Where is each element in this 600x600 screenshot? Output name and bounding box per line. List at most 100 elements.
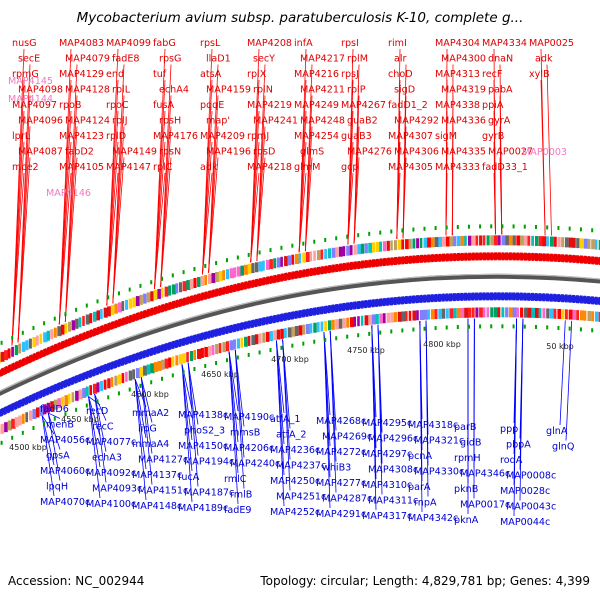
- forward-gene-arrow: [538, 253, 545, 262]
- forward-gene-arrow: [520, 252, 526, 261]
- reverse-gene-arrow: [118, 357, 125, 367]
- forward-feature-stripe: [233, 267, 237, 278]
- forward-feature-stripe: [14, 345, 19, 356]
- forward-gene-label-rpln: rplN: [253, 85, 273, 96]
- reverse-feature-stripe: [175, 355, 179, 366]
- forward-feature-stripe: [382, 241, 387, 252]
- forward-gene-label-nusg: nusG: [12, 38, 37, 49]
- forward-feature-stripe: [408, 238, 412, 249]
- reverse-gene-label-map0017c: MAP0017c: [460, 500, 510, 511]
- reverse-feature-stripe: [346, 317, 350, 328]
- reverse-gene-arrow: [22, 395, 29, 406]
- forward-feature-stripe: [276, 257, 281, 268]
- reverse-gene-arrow: [262, 316, 269, 325]
- reverse-gene-label-atfa-1: atfA_1: [270, 414, 300, 425]
- reverse-gene-arrow: [431, 293, 438, 303]
- reverse-gene-line: [134, 379, 147, 501]
- reverse-feature-stripe: [251, 335, 256, 346]
- forward-gene-label-chod: choD: [388, 69, 413, 80]
- reverse-gene-line: [140, 377, 153, 423]
- marker-tick: [346, 234, 349, 239]
- forward-gene-label-alr: alr: [394, 54, 407, 65]
- reverse-feature-stripe: [28, 410, 33, 421]
- reverse-gene-arrow: [390, 296, 397, 306]
- forward-gene-line: [402, 157, 407, 239]
- forward-feature-stripe: [244, 264, 249, 275]
- marker-tick: [215, 361, 218, 366]
- forward-feature-stripe: [150, 291, 154, 302]
- reverse-gene-line: [187, 362, 199, 456]
- reverse-gene-label-map4310c: MAP4310c: [362, 480, 412, 491]
- reverse-gene-label-rmlc: rmlC: [224, 474, 247, 485]
- forward-feature-stripe: [397, 239, 402, 250]
- forward-feature-stripe: [143, 293, 147, 304]
- forward-feature-stripe: [197, 276, 201, 287]
- forward-gene-label-sece: secE: [18, 54, 40, 65]
- reverse-feature-stripe: [430, 309, 435, 320]
- forward-feature-stripe: [445, 236, 451, 247]
- forward-gene-label-map4128: MAP4128: [65, 85, 110, 96]
- marker-tick: [501, 324, 504, 329]
- marker-tick: [75, 307, 78, 312]
- forward-gene-arrow: [561, 254, 568, 263]
- forward-gene-label-rpld: rplD: [106, 131, 126, 142]
- forward-feature-stripe: [39, 333, 43, 344]
- reverse-gene-label-menb: menB: [46, 420, 74, 431]
- reverse-gene-arrow: [158, 343, 164, 353]
- reverse-feature-stripe: [269, 331, 273, 342]
- tick-label-4600-kbp: 4600 kbp: [131, 390, 169, 399]
- reverse-feature-stripe: [382, 313, 386, 324]
- forward-feature-stripe: [401, 239, 405, 250]
- forward-gene-label-rpoc: rpoC: [106, 100, 129, 111]
- reverse-feature-stripe: [35, 407, 40, 418]
- reverse-gene-arrow: [539, 293, 546, 302]
- reverse-gene-arrow: [372, 298, 379, 308]
- reverse-gene-arrow: [550, 293, 557, 302]
- forward-gene-label-rpob: rpoB: [59, 100, 82, 111]
- reverse-feature-stripe: [467, 307, 472, 318]
- genome-summary-text: Topology: circular; Length: 4,829,781 bp…: [259, 574, 590, 588]
- reverse-gene-arrow: [446, 293, 453, 302]
- forward-gene-line: [353, 157, 360, 244]
- marker-tick: [236, 355, 239, 360]
- marker-tick: [412, 327, 415, 332]
- forward-feature-stripe: [35, 335, 39, 346]
- forward-feature-stripe: [164, 286, 169, 297]
- reverse-gene-labels: fadD6 menB MAP4056c gpsA MAP4060c lpqH MAP4070…: [40, 404, 575, 528]
- reverse-feature-stripe: [189, 351, 194, 362]
- forward-gene-line: [106, 172, 119, 306]
- forward-feature-stripe: [0, 351, 5, 362]
- forward-gene-label-map0027: MAP0027: [488, 147, 533, 158]
- reverse-gene-arrow: [299, 309, 306, 318]
- forward-feature-stripe: [572, 237, 576, 248]
- forward-gene-label-infa: infA: [294, 38, 313, 49]
- marker-tick: [335, 336, 338, 341]
- forward-feature-stripe: [364, 243, 368, 254]
- forward-feature-stripe: [117, 302, 122, 313]
- marker-tick: [96, 299, 99, 304]
- reverse-gene-arrow: [86, 369, 93, 379]
- reverse-gene-arrow: [32, 391, 39, 401]
- reverse-gene-label-map4330c: MAP4330c: [414, 467, 464, 478]
- reverse-gene-arrow: [438, 293, 445, 302]
- reverse-gene-line: [228, 351, 239, 412]
- reverse-gene-arrow: [251, 318, 258, 328]
- reverse-gene-label-rmlb: rmlB: [230, 490, 252, 501]
- reverse-gene-arrow: [179, 337, 186, 347]
- forward-gene-label-glms: glmS: [300, 147, 324, 158]
- marker-tick: [546, 325, 549, 330]
- forward-gene-label-map0025: MAP0025: [529, 38, 574, 49]
- forward-gene-line: [208, 126, 219, 273]
- reverse-feature-stripe: [516, 307, 520, 318]
- forward-feature-stripe: [453, 236, 457, 247]
- forward-feature-stripe: [200, 275, 204, 286]
- forward-feature-stripe: [222, 270, 226, 281]
- marker-tick: [456, 225, 459, 230]
- reverse-gene-label-parb: parB: [454, 422, 477, 433]
- reverse-gene-arrow: [487, 292, 494, 301]
- reverse-feature-stripe: [150, 363, 155, 374]
- marker-tick: [64, 412, 67, 417]
- reverse-gene-arrow: [248, 319, 255, 329]
- forward-feature-stripe: [262, 260, 265, 271]
- reverse-feature-stripe: [309, 323, 313, 334]
